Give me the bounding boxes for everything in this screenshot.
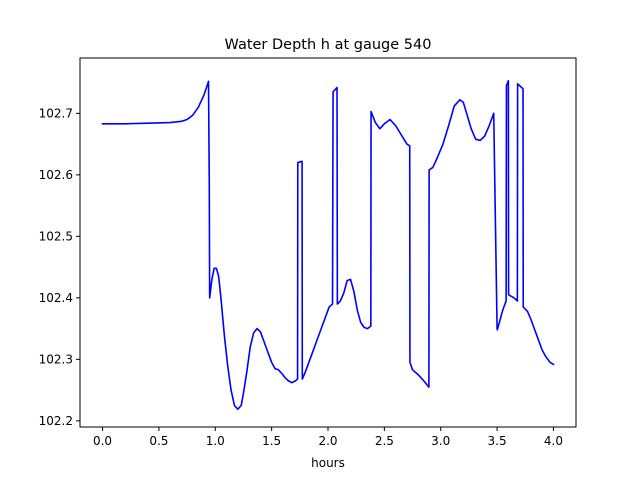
y-tick-label: 102.7 <box>39 106 73 120</box>
x-tick-label: 0.5 <box>149 434 168 448</box>
x-tick-label: 1.5 <box>262 434 281 448</box>
y-tick-label: 102.3 <box>39 352 73 366</box>
x-tick-label: 0.0 <box>93 434 112 448</box>
x-tick-label: 3.0 <box>431 434 450 448</box>
x-tick-label: 2.5 <box>375 434 394 448</box>
x-tick-label: 3.5 <box>488 434 507 448</box>
y-tick-label: 102.2 <box>39 414 73 428</box>
x-tick-label: 1.0 <box>206 434 225 448</box>
chart-title: Water Depth h at gauge 540 <box>225 37 432 53</box>
x-axis-label: hours <box>311 456 345 470</box>
series-line-0 <box>101 79 555 410</box>
axes: 0.0 0.5 1.0 1.5 2.0 2.5 3.0 3.5 4.0 102.2 102.3 102… <box>39 57 577 448</box>
y-tick-label: 102.6 <box>39 168 73 182</box>
x-tick-label: 2.0 <box>318 434 337 448</box>
x-tick-label: 4.0 <box>544 434 563 448</box>
plot-area <box>101 79 555 410</box>
y-tick-label: 102.5 <box>39 229 73 243</box>
y-tick-label: 102.4 <box>39 291 73 305</box>
